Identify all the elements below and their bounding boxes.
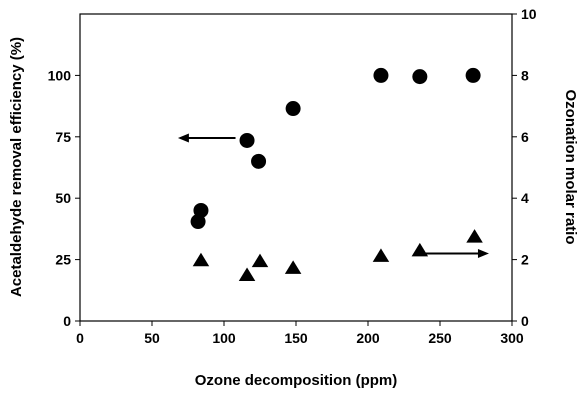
data-point-triangle bbox=[284, 260, 302, 274]
y-right-tick-label: 10 bbox=[521, 6, 537, 22]
data-point-triangle bbox=[238, 267, 256, 281]
y-left-tick-label: 50 bbox=[55, 190, 71, 206]
annotation-arrow-head bbox=[477, 248, 489, 258]
y-left-tick-label: 75 bbox=[55, 129, 71, 145]
y-left-tick-label: 100 bbox=[48, 67, 72, 83]
data-point-triangle bbox=[192, 252, 210, 267]
data-point-circle bbox=[285, 101, 301, 117]
data-point-triangle bbox=[466, 229, 483, 243]
data-point-triangle bbox=[251, 253, 269, 268]
data-point-circle bbox=[251, 153, 267, 169]
data-point-triangle bbox=[372, 248, 390, 262]
y-right-tick-label: 6 bbox=[521, 129, 529, 145]
plot-area bbox=[79, 13, 513, 322]
x-tick-label: 150 bbox=[284, 330, 308, 346]
y-axis-left-label: Acetaldehyde removal efficiency (%) bbox=[8, 37, 25, 297]
y-right-tick-label: 0 bbox=[521, 313, 529, 329]
y-left-tick-label: 0 bbox=[63, 313, 71, 329]
data-point-circle bbox=[193, 202, 209, 218]
y-axis-right-label: Ozonation molar ratio bbox=[562, 89, 579, 244]
x-tick-label: 0 bbox=[76, 330, 84, 346]
y-right-tick-label: 8 bbox=[521, 67, 529, 83]
x-tick-label: 100 bbox=[212, 330, 236, 346]
annotation-arrow-head bbox=[177, 133, 189, 143]
data-point-circle bbox=[465, 67, 481, 83]
x-tick-label: 300 bbox=[500, 330, 524, 346]
data-point-circle bbox=[412, 69, 428, 85]
y-right-tick-label: 2 bbox=[521, 252, 529, 268]
x-tick-label: 200 bbox=[356, 330, 380, 346]
marks bbox=[177, 67, 489, 281]
y-left-tick-label: 25 bbox=[55, 252, 71, 268]
data-point-circle bbox=[373, 67, 389, 83]
y-right-tick-label: 4 bbox=[521, 190, 529, 206]
x-tick-label: 250 bbox=[428, 330, 452, 346]
x-tick-label: 50 bbox=[144, 330, 160, 346]
data-point-triangle bbox=[411, 242, 429, 257]
x-axis-label: Ozone decomposition (ppm) bbox=[195, 372, 398, 389]
data-point-circle bbox=[239, 132, 255, 148]
